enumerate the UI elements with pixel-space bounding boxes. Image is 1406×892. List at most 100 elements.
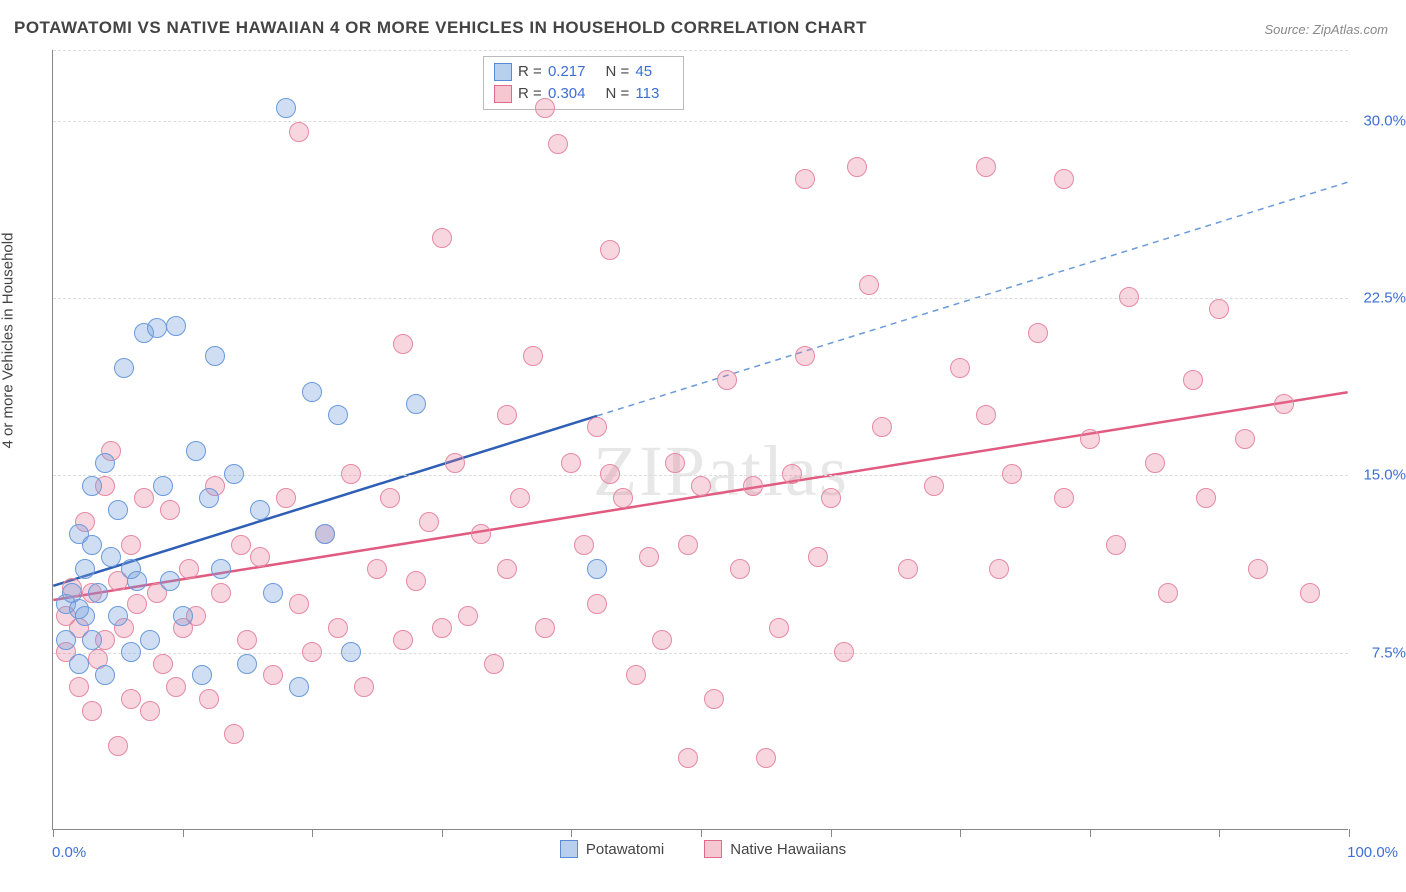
scatter-point [1002, 464, 1022, 484]
scatter-point [1248, 559, 1268, 579]
scatter-point [989, 559, 1009, 579]
scatter-point [1183, 370, 1203, 390]
scatter-point [127, 594, 147, 614]
scatter-point [432, 618, 452, 638]
scatter-point [121, 642, 141, 662]
scatter-point [82, 476, 102, 496]
scatter-point [756, 748, 776, 768]
scatter-point [147, 318, 167, 338]
legend-item: Native Hawaiians [704, 840, 846, 858]
scatter-point [328, 618, 348, 638]
legend-swatch [494, 85, 512, 103]
scatter-point [69, 677, 89, 697]
scatter-point [639, 547, 659, 567]
x-tick [312, 829, 313, 837]
scatter-point [1080, 429, 1100, 449]
gridline [53, 121, 1348, 122]
scatter-point [263, 665, 283, 685]
scatter-point [250, 547, 270, 567]
scatter-point [56, 630, 76, 650]
scatter-point [1054, 488, 1074, 508]
scatter-point [82, 701, 102, 721]
scatter-point [127, 571, 147, 591]
scatter-point [665, 453, 685, 473]
plot-area: ZIPatlas R = 0.217N = 45R = 0.304N = 113… [52, 50, 1348, 830]
scatter-point [626, 665, 646, 685]
y-tick-label: 15.0% [1356, 467, 1406, 484]
legend-swatch [704, 840, 722, 858]
scatter-point [160, 500, 180, 520]
legend-item: Potawatomi [560, 840, 664, 858]
y-tick-label: 7.5% [1356, 644, 1406, 661]
scatter-point [224, 724, 244, 744]
gridline [53, 298, 1348, 299]
stat-n-label: N = 113 [605, 83, 673, 105]
scatter-point [743, 476, 763, 496]
legend-label: Potawatomi [586, 841, 664, 858]
stat-r-label: R = 0.304 [518, 83, 599, 105]
gridline [53, 50, 1348, 51]
scatter-point [302, 642, 322, 662]
scatter-point [393, 630, 413, 650]
x-tick [701, 829, 702, 837]
scatter-point [834, 642, 854, 662]
legend-swatch [494, 63, 512, 81]
scatter-point [821, 488, 841, 508]
scatter-point [769, 618, 789, 638]
scatter-point [380, 488, 400, 508]
scatter-point [678, 535, 698, 555]
scatter-point [114, 358, 134, 378]
scatter-point [1145, 453, 1165, 473]
scatter-point [924, 476, 944, 496]
legend-label: Native Hawaiians [730, 841, 846, 858]
scatter-point [497, 559, 517, 579]
scatter-point [302, 382, 322, 402]
stat-n-label: N = 45 [605, 61, 666, 83]
scatter-point [574, 535, 594, 555]
scatter-point [211, 583, 231, 603]
scatter-point [328, 405, 348, 425]
scatter-point [153, 654, 173, 674]
scatter-point [250, 500, 270, 520]
y-axis-title: 4 or more Vehicles in Household [0, 233, 17, 449]
scatter-point [471, 524, 491, 544]
chart-title: POTAWATOMI VS NATIVE HAWAIIAN 4 OR MORE … [14, 18, 867, 38]
scatter-point [69, 654, 89, 674]
scatter-point [1209, 299, 1229, 319]
scatter-point [289, 677, 309, 697]
scatter-point [523, 346, 543, 366]
scatter-point [691, 476, 711, 496]
scatter-point [231, 535, 251, 555]
scatter-point [587, 559, 607, 579]
scatter-point [600, 240, 620, 260]
scatter-point [1274, 394, 1294, 414]
scatter-point [101, 547, 121, 567]
scatter-point [484, 654, 504, 674]
stats-legend: R = 0.217N = 45R = 0.304N = 113 [483, 56, 684, 110]
scatter-point [795, 169, 815, 189]
scatter-point [108, 736, 128, 756]
scatter-point [497, 405, 517, 425]
scatter-point [88, 583, 108, 603]
scatter-point [445, 453, 465, 473]
x-tick [183, 829, 184, 837]
scatter-point [652, 630, 672, 650]
scatter-point [1300, 583, 1320, 603]
scatter-point [950, 358, 970, 378]
scatter-point [224, 464, 244, 484]
scatter-point [1028, 323, 1048, 343]
scatter-point [859, 275, 879, 295]
scatter-point [166, 316, 186, 336]
scatter-point [354, 677, 374, 697]
scatter-point [1196, 488, 1216, 508]
scatter-point [82, 535, 102, 555]
scatter-point [166, 677, 186, 697]
scatter-point [1106, 535, 1126, 555]
scatter-point [263, 583, 283, 603]
scatter-point [600, 464, 620, 484]
scatter-point [192, 665, 212, 685]
scatter-point [704, 689, 724, 709]
x-tick [960, 829, 961, 837]
scatter-point [393, 334, 413, 354]
scatter-point [134, 488, 154, 508]
